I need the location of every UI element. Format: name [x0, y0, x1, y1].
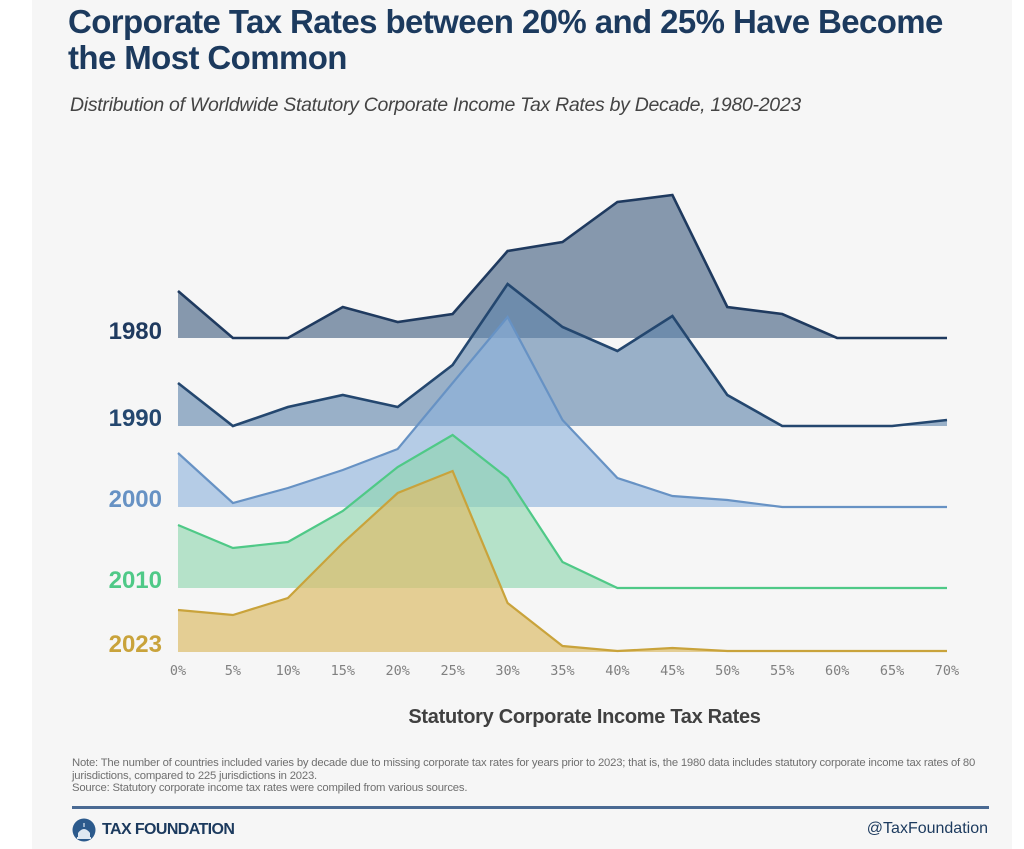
x-tick-label: 0%: [170, 663, 186, 679]
x-tick-label: 25%: [440, 663, 464, 679]
tax-foundation-logo[interactable]: TAX FOUNDATION: [72, 818, 235, 842]
year-label-2023: 2023: [109, 631, 162, 658]
series-2000: [177, 315, 948, 509]
series-1990: [177, 282, 948, 428]
x-tick-label: 30%: [495, 663, 519, 679]
year-labels: 1980 1990 2000 2010 2023: [109, 318, 162, 658]
area-1990: [178, 284, 947, 426]
note-text: Note: The number of countries included v…: [72, 757, 976, 782]
year-label-1990: 1990: [109, 405, 162, 432]
area-2023: [178, 471, 947, 652]
chart-title: Corporate Tax Rates between 20% and 25% …: [68, 3, 943, 76]
twitter-handle[interactable]: @TaxFoundation: [866, 820, 988, 837]
capitol-dome-icon: [72, 818, 96, 842]
chart-subtitle: Distribution of Worldwide Statutory Corp…: [70, 94, 801, 116]
series-1980: [177, 193, 948, 340]
footer-divider: [72, 806, 989, 809]
x-tick-label: 40%: [605, 663, 629, 679]
ridgeline-chart: 1980 1990 2000 2010 2023 0% 5% 10% 15% 20% 25% 30%…: [109, 193, 959, 679]
x-tick-label: 70%: [935, 663, 959, 679]
x-tick-label: 65%: [880, 663, 904, 679]
series-layer: [177, 193, 948, 653]
x-tick-label: 50%: [715, 663, 739, 679]
year-label-1980: 1980: [109, 318, 162, 345]
notes-block: Note: The number of countries included v…: [72, 757, 1002, 795]
logo-text: TAX FOUNDATION: [102, 821, 235, 838]
area-1980: [178, 195, 947, 338]
x-tick-label: 20%: [386, 663, 410, 679]
x-axis-title: Statutory Corporate Income Tax Rates: [408, 706, 761, 728]
year-label-2010: 2010: [109, 567, 162, 594]
x-tick-label: 55%: [770, 663, 794, 679]
x-tick-label: 35%: [550, 663, 574, 679]
x-tick-label: 15%: [331, 663, 355, 679]
year-label-2000: 2000: [109, 486, 162, 513]
x-tick-label: 60%: [825, 663, 849, 679]
x-tick-label: 10%: [276, 663, 300, 679]
x-axis-ticks: 0% 5% 10% 15% 20% 25% 30% 35% 40% 45% 50% 55% 60% 65%…: [170, 663, 959, 679]
source-text: Source: Statutory corporate income tax r…: [72, 782, 468, 795]
x-tick-label: 45%: [660, 663, 684, 679]
x-tick-label: 5%: [225, 663, 241, 679]
series-2023: [177, 469, 948, 653]
